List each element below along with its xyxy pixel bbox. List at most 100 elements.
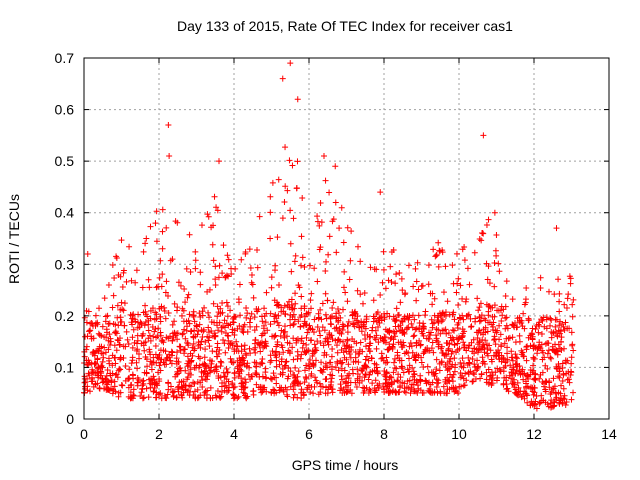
data-point (425, 329, 432, 336)
data-point (397, 299, 404, 306)
data-point (354, 371, 361, 378)
data-point (310, 390, 317, 397)
data-point (182, 382, 189, 389)
data-point (97, 368, 104, 375)
data-point (247, 264, 254, 271)
data-point (339, 321, 346, 328)
data-point (564, 376, 571, 383)
data-point (344, 224, 351, 231)
data-point (282, 144, 289, 151)
data-point (105, 321, 112, 328)
data-point (520, 376, 527, 383)
data-point (288, 268, 295, 275)
data-point (362, 371, 369, 378)
data-point (542, 386, 549, 393)
data-point (330, 299, 337, 306)
data-point (86, 372, 93, 379)
data-point (216, 262, 223, 269)
data-point (218, 359, 225, 366)
data-point (246, 364, 253, 371)
data-point (165, 309, 172, 316)
data-point (447, 334, 454, 341)
data-point (409, 373, 416, 380)
data-point (189, 344, 196, 351)
data-point (81, 385, 88, 392)
data-point (442, 363, 449, 370)
data-point (154, 333, 161, 340)
plot-frame (83, 57, 610, 420)
x-tick-label: 0 (80, 426, 88, 442)
data-point (403, 326, 410, 333)
data-point (538, 330, 545, 337)
data-point (537, 274, 544, 281)
data-point (547, 354, 554, 361)
data-point (233, 342, 240, 349)
data-point (267, 310, 274, 317)
data-point (344, 329, 351, 336)
data-point (328, 321, 335, 328)
data-point (268, 274, 275, 281)
data-point (107, 335, 114, 342)
data-point (567, 368, 574, 375)
data-point (215, 350, 222, 357)
data-point (253, 381, 260, 388)
data-point (425, 336, 432, 343)
data-point (500, 356, 507, 363)
data-point (518, 347, 525, 354)
x-tick-label: 12 (526, 426, 542, 442)
gridlines (84, 58, 609, 419)
data-point (435, 263, 442, 270)
data-point (461, 257, 468, 264)
data-point (533, 393, 540, 400)
data-point (484, 328, 491, 335)
data-point (325, 251, 332, 258)
data-point (193, 322, 200, 329)
data-point (222, 349, 229, 356)
data-point (434, 314, 441, 321)
data-point (348, 347, 355, 354)
data-point (98, 332, 105, 339)
data-point (341, 268, 348, 275)
data-point (275, 282, 282, 289)
data-point (279, 75, 286, 82)
data-point (352, 311, 359, 318)
data-point (495, 260, 502, 267)
data-point (303, 375, 310, 382)
data-point (184, 387, 191, 394)
data-point (554, 332, 561, 339)
data-point (367, 264, 374, 271)
data-point (524, 343, 531, 350)
data-point (425, 369, 432, 376)
data-point (151, 328, 158, 335)
data-point (317, 306, 324, 313)
data-point (443, 352, 450, 359)
data-point (208, 224, 215, 231)
data-point (552, 323, 559, 330)
data-point (170, 334, 177, 341)
data-point (171, 329, 178, 336)
data-point (493, 252, 500, 259)
data-point (399, 287, 406, 294)
data-point (113, 253, 120, 260)
data-point (380, 266, 387, 273)
data-point (446, 386, 453, 393)
data-point (536, 339, 543, 346)
data-point (219, 270, 226, 277)
data-point (190, 379, 197, 386)
data-point (539, 317, 546, 324)
data-point (308, 290, 315, 297)
data-point (106, 320, 113, 327)
data-point (103, 384, 110, 391)
data-point (559, 360, 566, 367)
data-point (444, 340, 451, 347)
data-point (263, 388, 270, 395)
data-point (551, 347, 558, 354)
data-point (99, 323, 106, 330)
data-point (347, 386, 354, 393)
data-point (290, 356, 297, 363)
data-point (204, 211, 211, 218)
data-point (314, 379, 321, 386)
data-point (433, 335, 440, 342)
data-point (400, 369, 407, 376)
data-point (362, 371, 369, 378)
